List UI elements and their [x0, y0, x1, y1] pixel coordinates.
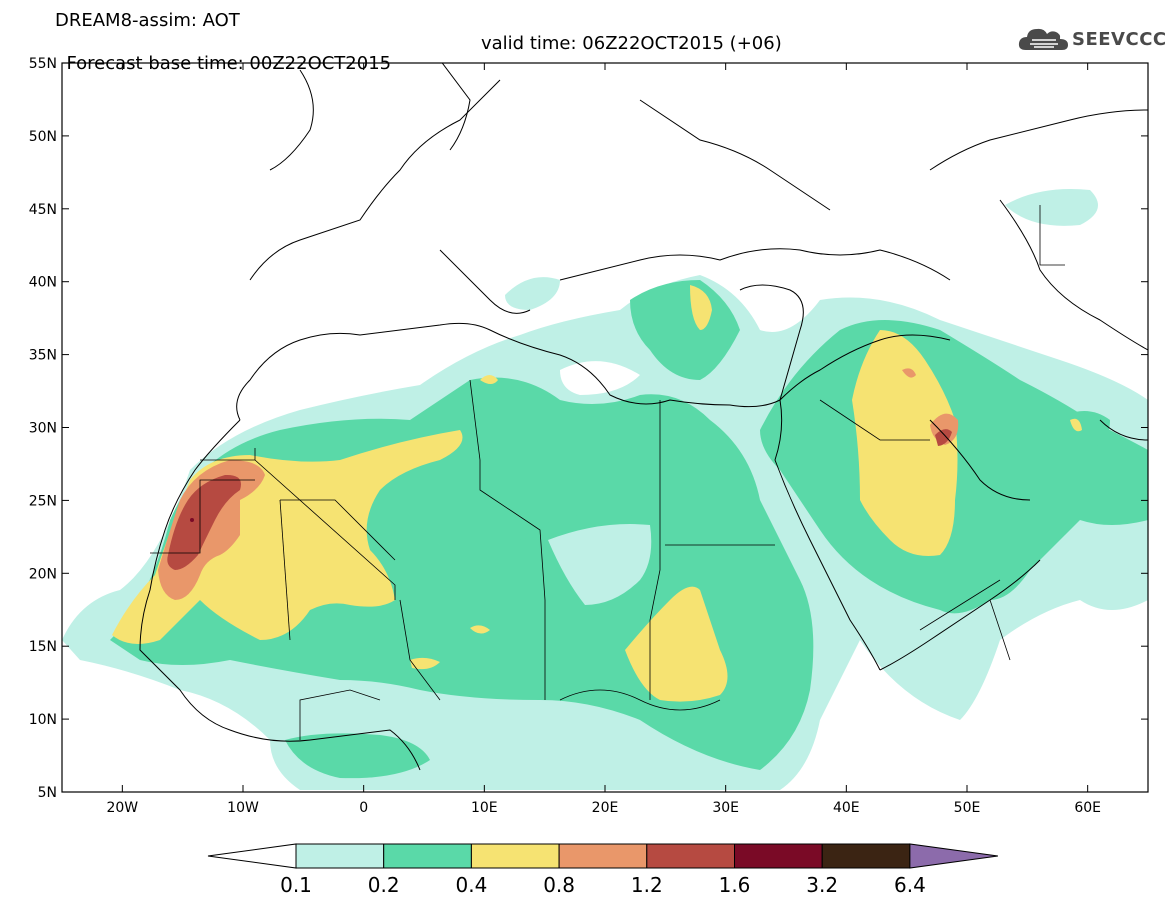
- valid-time-label: valid time: 06Z22OCT2015 (+06): [481, 33, 782, 54]
- lon-label-0: 0: [359, 800, 368, 816]
- latitude-axis: 55N 50N 45N 40N 35N 30N 25N 20N 15N 10N 5N: [29, 56, 1148, 801]
- colorbar-label-3: 0.8: [543, 873, 575, 897]
- longitude-axis: 20W 10W 0 10E 20E 30E 40E 50E 60E: [106, 63, 1101, 816]
- lon-label-60E: 60E: [1074, 800, 1101, 816]
- colorbar-label-6: 3.2: [806, 873, 838, 897]
- lon-label-20E: 20E: [592, 800, 619, 816]
- cloud-icon: [1018, 28, 1068, 50]
- aot-field: [62, 189, 1148, 790]
- lon-label-40E: 40E: [833, 800, 860, 816]
- colorbar-label-0: 0.1: [280, 873, 312, 897]
- lat-label-55N: 55N: [29, 56, 57, 72]
- colorbar-label-2: 0.4: [455, 873, 487, 897]
- logo-text: SEEVCCC: [1072, 29, 1165, 50]
- colorbar-box-0: [295, 843, 385, 869]
- coastlines: [139, 63, 1148, 771]
- seevccc-logo: SEEVCCC: [1018, 24, 1165, 54]
- lat-label-5N: 5N: [38, 785, 57, 801]
- lat-label-15N: 15N: [29, 639, 57, 655]
- colorbar-arrow-low: [207, 843, 297, 869]
- lon-label-10E: 10E: [471, 800, 498, 816]
- country-borders: [150, 205, 1065, 740]
- lat-label-50N: 50N: [29, 129, 57, 145]
- colorbar-arrow-high: [909, 843, 998, 869]
- colorbar-box-5: [734, 843, 823, 869]
- lon-label-20W: 20W: [106, 800, 138, 816]
- colorbar-box-3: [558, 843, 648, 869]
- map-title: DREAM8-assim: AOT: [55, 10, 240, 31]
- lat-label-35N: 35N: [29, 348, 57, 364]
- colorbar-box-4: [646, 843, 735, 869]
- colorbar-box-1: [383, 843, 472, 869]
- lat-label-20N: 20N: [29, 566, 57, 582]
- colorbar-box-6: [821, 843, 911, 869]
- lat-label-40N: 40N: [29, 275, 57, 291]
- colorbar-label-7: 6.4: [894, 873, 926, 897]
- colorbar-box-2: [470, 843, 560, 869]
- lon-label-30E: 30E: [712, 800, 739, 816]
- lon-label-50E: 50E: [954, 800, 981, 816]
- colorbar-label-4: 1.2: [631, 873, 663, 897]
- lat-label-10N: 10N: [29, 712, 57, 728]
- lon-label-10W: 10W: [227, 800, 259, 816]
- lat-label-30N: 30N: [29, 421, 57, 437]
- colorbar-label-1: 0.2: [368, 873, 400, 897]
- lat-label-25N: 25N: [29, 493, 57, 509]
- lat-label-45N: 45N: [29, 202, 57, 218]
- colorbar-label-5: 1.6: [719, 873, 751, 897]
